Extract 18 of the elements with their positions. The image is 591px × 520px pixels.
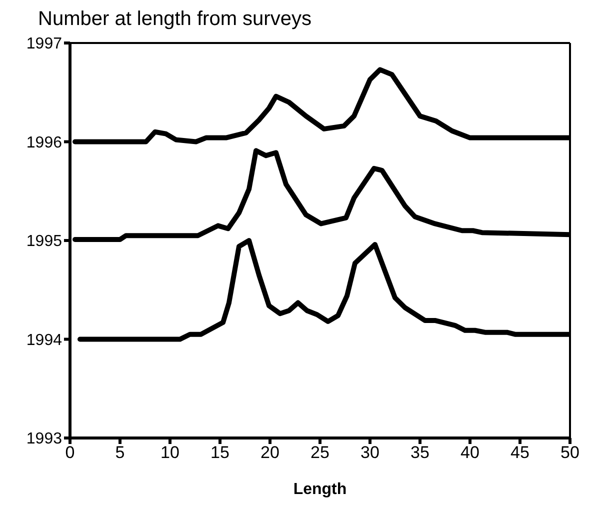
y-tick-label: 1993 (26, 430, 62, 448)
x-tick-label: 0 (65, 443, 75, 462)
x-tick-label: 35 (410, 443, 430, 462)
x-tick-label: 15 (210, 443, 230, 462)
x-tick-label: 30 (360, 443, 380, 462)
chart-title: Number at length from surveys (38, 8, 312, 32)
x-tick-label: 10 (160, 443, 180, 462)
x-tick-label: 40 (460, 443, 480, 462)
y-tick-label: 1995 (26, 233, 62, 250)
x-tick-label: 50 (560, 443, 580, 462)
x-tick-label: 25 (310, 443, 330, 462)
x-tick-label: 45 (510, 443, 530, 462)
x-axis-title: Length (293, 481, 347, 498)
y-tick-label: 1997 (26, 36, 62, 53)
x-tick-label: 5 (115, 443, 125, 462)
x-tick-label: 20 (260, 443, 280, 462)
y-tick-label: 1994 (26, 332, 62, 349)
y-tick-label: 1996 (26, 134, 62, 152)
